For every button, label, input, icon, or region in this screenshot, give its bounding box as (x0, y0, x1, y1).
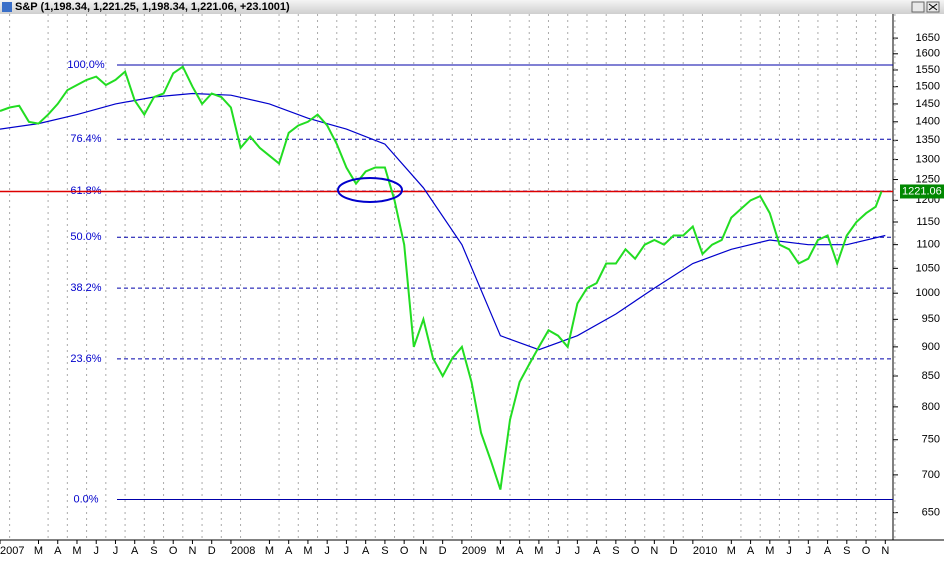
x-tick-label: A (747, 545, 755, 557)
x-tick-label: A (593, 545, 601, 557)
x-tick-label: A (285, 545, 293, 557)
fib-label: 50.0% (70, 231, 101, 243)
x-tick-label: S (381, 545, 388, 557)
y-tick-label: 800 (922, 401, 940, 413)
x-tick-label: 2010 (693, 545, 717, 557)
x-tick-label: 2008 (231, 545, 255, 557)
x-tick-label: J (93, 545, 99, 557)
annotation-ellipse (337, 177, 403, 203)
x-tick-label: M (765, 545, 774, 557)
y-tick-label: 1400 (916, 116, 940, 128)
y-tick-label: 850 (922, 370, 940, 382)
y-tick-label: 1350 (916, 134, 940, 146)
window-title: S&P (1,198.34, 1,221.25, 1,198.34, 1,221… (15, 1, 290, 13)
x-tick-label: M (534, 545, 543, 557)
x-tick-label: N (881, 545, 889, 557)
x-tick-label: D (439, 545, 447, 557)
x-tick-label: 2009 (462, 545, 486, 557)
x-tick-label: S (843, 545, 850, 557)
last-price-label: 1221.06 (902, 185, 942, 197)
x-tick-label: M (727, 545, 736, 557)
y-tick-label: 950 (922, 313, 940, 325)
y-tick-label: 900 (922, 341, 940, 353)
y-tick-label: 1300 (916, 153, 940, 165)
x-tick-label: M (265, 545, 274, 557)
x-tick-label: J (555, 545, 561, 557)
x-tick-label: J (344, 545, 350, 557)
y-tick-label: 1000 (916, 287, 940, 299)
x-tick-label: D (670, 545, 678, 557)
y-tick-label: 1150 (916, 216, 940, 228)
x-tick-label: A (362, 545, 370, 557)
x-tick-label: O (169, 545, 178, 557)
x-tick-label: M (303, 545, 312, 557)
fib-label: 38.2% (70, 282, 101, 294)
restore-button[interactable] (911, 1, 925, 13)
x-tick-label: O (400, 545, 409, 557)
fib-label: 0.0% (73, 493, 98, 505)
x-tick-label: N (419, 545, 427, 557)
title-bar (0, 0, 944, 14)
x-tick-label: A (54, 545, 62, 557)
x-tick-label: M (496, 545, 505, 557)
x-tick-label: J (786, 545, 792, 557)
x-tick-label: O (631, 545, 640, 557)
close-icon (928, 3, 938, 11)
series-line (0, 92, 886, 351)
fib-label: 76.4% (70, 133, 101, 145)
y-tick-label: 1100 (916, 239, 940, 251)
y-tick-label: 1450 (916, 98, 940, 110)
fib-label: 23.6% (70, 353, 101, 365)
fib-label: 100.0% (67, 59, 105, 71)
x-tick-label: N (188, 545, 196, 557)
x-tick-label: J (113, 545, 119, 557)
x-tick-label: S (612, 545, 619, 557)
plot-area: 6507007508008509009501000105011001150120… (0, 14, 944, 557)
x-tick-label: O (862, 545, 871, 557)
x-tick-label: J (806, 545, 812, 557)
x-tick-label: A (131, 545, 139, 557)
x-tick-label: A (516, 545, 524, 557)
x-tick-label: J (575, 545, 581, 557)
x-tick-label: J (324, 545, 330, 557)
y-tick-label: 1600 (916, 48, 940, 60)
y-tick-label: 1550 (916, 64, 940, 76)
y-tick-label: 650 (922, 507, 940, 519)
y-tick-label: 1050 (916, 262, 940, 274)
x-tick-label: 2007 (0, 545, 24, 557)
y-tick-label: 1500 (916, 81, 940, 93)
x-tick-label: A (824, 545, 832, 557)
window-icon (2, 2, 12, 12)
x-tick-label: M (34, 545, 43, 557)
y-tick-label: 750 (922, 434, 940, 446)
x-tick-label: N (650, 545, 658, 557)
y-tick-label: 1650 (916, 32, 940, 44)
x-tick-label: M (72, 545, 81, 557)
series-line (0, 65, 883, 490)
x-tick-label: S (150, 545, 157, 557)
y-tick-label: 1250 (916, 173, 940, 185)
x-tick-label: D (208, 545, 216, 557)
last-price-tag (900, 184, 944, 199)
y-tick-label: 700 (922, 469, 940, 481)
